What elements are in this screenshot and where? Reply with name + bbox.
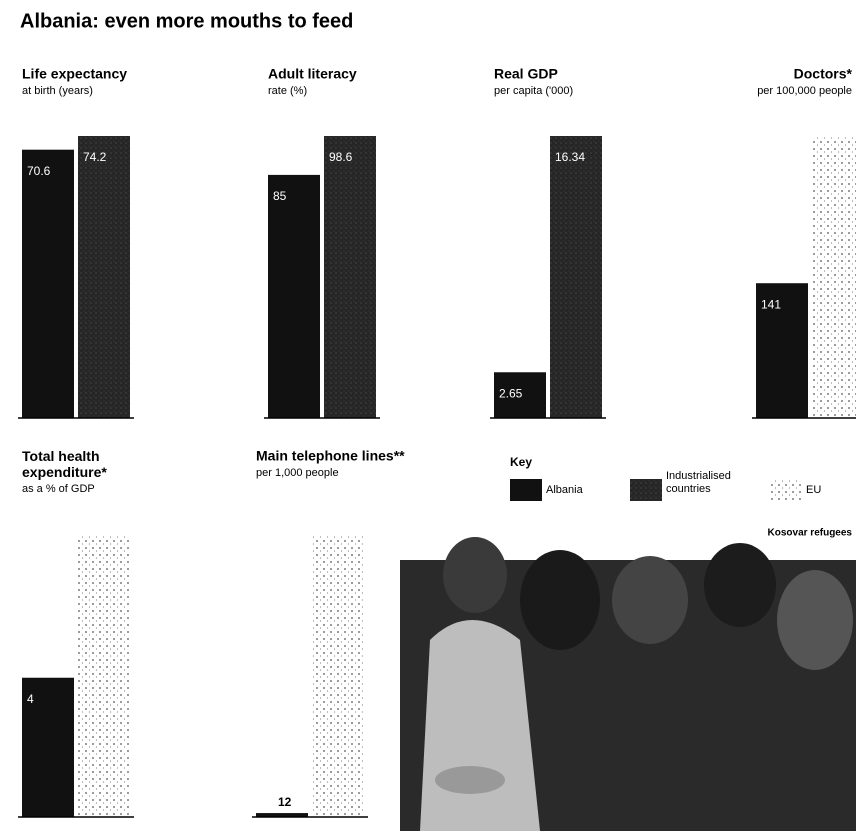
value-label: 74.2 (83, 150, 107, 164)
key-swatch (510, 479, 542, 501)
bar (22, 677, 74, 817)
bar (756, 283, 808, 418)
chart-subtitle: per 1,000 people (256, 467, 339, 479)
chart-title: Real GDP (494, 66, 558, 82)
value-label: 12 (278, 795, 292, 809)
chart-title: Adult literacy (268, 66, 357, 82)
bar (256, 813, 308, 817)
value-label: 98.6 (329, 150, 353, 164)
bar (812, 136, 856, 418)
chart-title: Doctors* (794, 66, 853, 82)
key-label: EU (806, 484, 821, 496)
chart-title: Life expectancy (22, 66, 127, 82)
bar (550, 136, 602, 418)
value-label: 2.65 (499, 386, 523, 400)
value-label: 141 (761, 297, 781, 311)
photo-caption: Kosovar refugees (768, 528, 853, 539)
key-swatch (770, 479, 802, 501)
bar (78, 535, 130, 817)
bar (324, 136, 376, 418)
key-title: Key (510, 455, 532, 469)
chart-subtitle: per 100,000 people (757, 85, 852, 97)
page-title: Albania: even more mouths to feed (20, 10, 353, 32)
photo (400, 537, 856, 831)
bar (312, 535, 364, 817)
value-label: 4 (27, 692, 34, 706)
chart-title: Main telephone lines** (256, 448, 405, 464)
chart-title: Total health expenditure* (22, 448, 107, 480)
value-label: 16.34 (555, 150, 585, 164)
chart-subtitle: per capita ('000) (494, 85, 573, 97)
value-label: 70.6 (27, 164, 51, 178)
value-label: 85 (273, 189, 287, 203)
key: Key (510, 455, 532, 469)
bar (78, 136, 130, 418)
chart-subtitle: at birth (years) (22, 85, 93, 97)
chart-subtitle: rate (%) (268, 85, 307, 97)
key-label: Albania (546, 484, 584, 496)
bar (268, 174, 320, 418)
bar (494, 372, 546, 418)
key-label: Industrialised countries (666, 470, 731, 495)
chart-subtitle: as a % of GDP (22, 483, 95, 495)
key-swatch (630, 479, 662, 501)
bar (22, 149, 74, 418)
